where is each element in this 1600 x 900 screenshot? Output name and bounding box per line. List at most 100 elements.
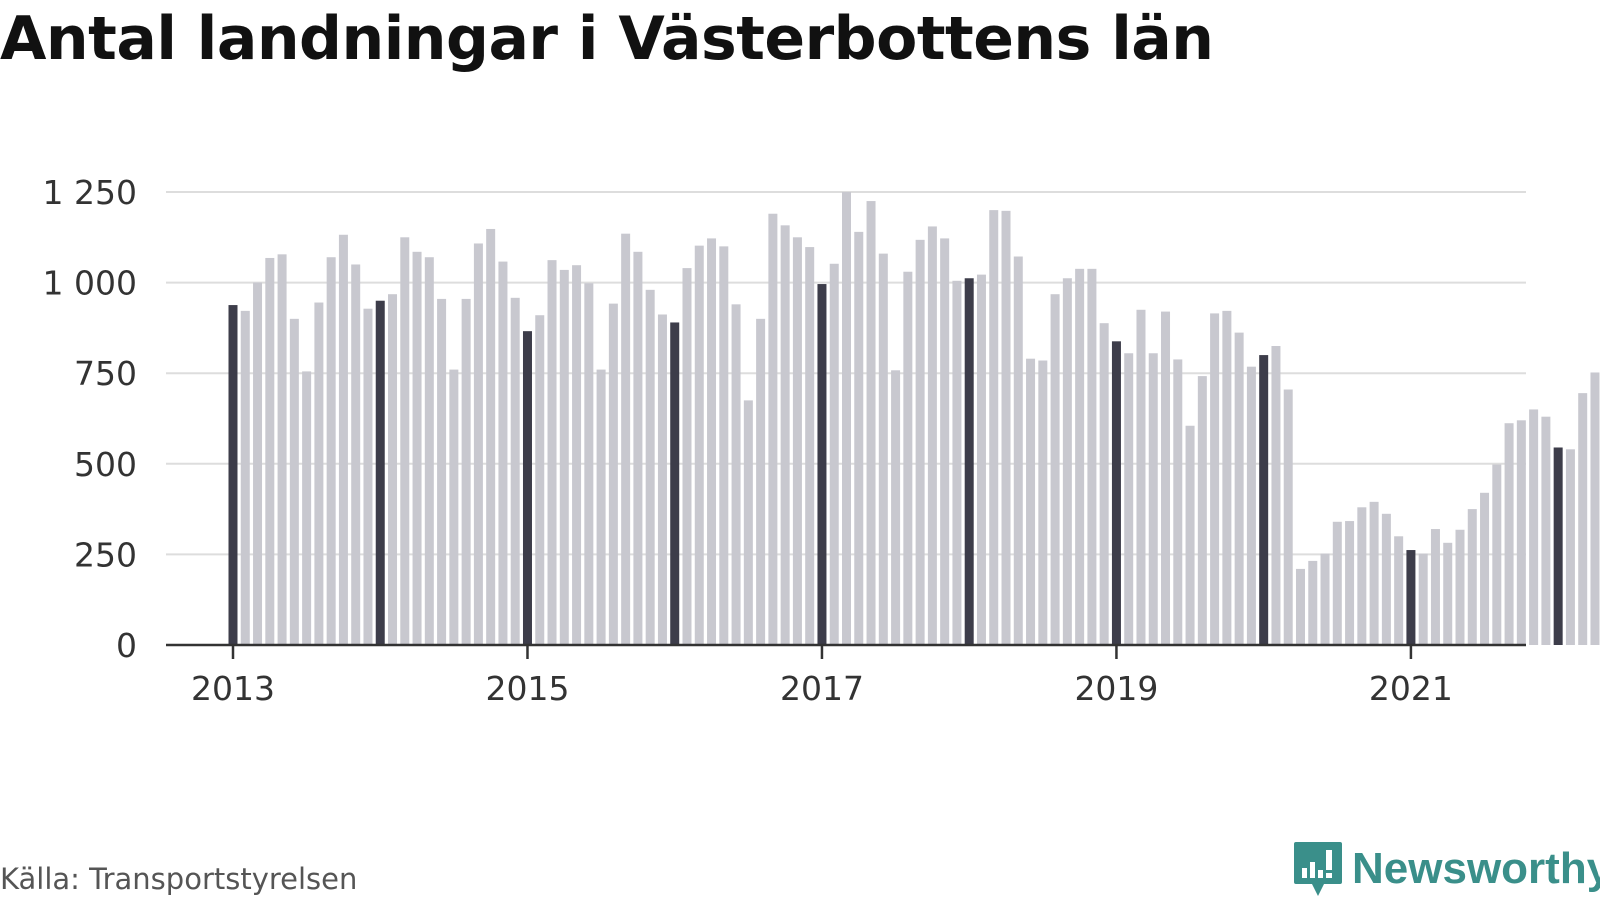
bar [854,231,864,646]
bar [400,237,410,646]
bar [351,264,361,645]
bar [878,253,888,646]
x-tick-label: 2013 [191,669,275,708]
y-tick-label: 1 000 [43,264,137,303]
bar [829,263,839,645]
bar [1148,353,1158,645]
bar [510,297,520,645]
bar [1332,521,1342,645]
bar [326,257,336,645]
bar [915,239,925,645]
bar [1197,376,1207,645]
bar [486,228,496,645]
bar [621,233,631,645]
bar [338,234,348,645]
bar [1467,509,1477,645]
bar [866,201,876,645]
bar [1590,372,1600,645]
bar [842,192,851,645]
newsworthy-logo-icon [1294,842,1342,896]
bar [645,289,655,645]
bar [1418,553,1428,645]
brand-name: Newsworthy [1352,844,1600,893]
bar [1516,420,1526,645]
bar [940,238,950,645]
bar [559,269,569,645]
source-note: Källa: Transportstyrelsen [0,862,358,896]
bar [633,251,643,646]
bar [1038,360,1048,645]
bar-january [817,284,827,645]
bar [1541,416,1551,645]
bar [1381,513,1391,645]
bar [989,210,999,645]
bar [265,257,275,645]
bar [927,226,937,645]
bar [707,238,717,645]
bar [572,265,582,645]
bar-january [228,305,238,645]
bar [302,371,312,645]
y-tick-label: 1 250 [43,173,137,212]
bar [792,237,802,646]
bar [547,260,557,645]
bar [1013,256,1023,645]
bar [1369,501,1379,645]
x-tick-label: 2019 [1074,669,1158,708]
bar [1480,492,1490,645]
bar [1492,464,1502,645]
bar [1357,507,1367,645]
bar [1271,346,1281,645]
bar [1246,366,1256,645]
bar-january [522,331,532,645]
bar [1394,536,1404,645]
x-tick-label: 2017 [780,669,864,708]
bar [277,254,287,645]
x-tick-label: 2015 [485,669,569,708]
bar [1443,542,1453,645]
bar [805,247,815,645]
bar-january [375,300,385,645]
bar [1283,389,1293,645]
bar [240,310,250,645]
y-tick-label: 250 [74,535,137,574]
bar [719,246,729,646]
bar [1099,323,1109,645]
bar [1430,529,1440,645]
brand-logo[interactable]: Newsworthy [1292,840,1600,898]
bar [1504,423,1514,645]
bar [682,268,692,645]
bar [608,303,618,645]
bar [1222,310,1232,645]
bar [1345,521,1355,645]
bar [731,304,741,645]
bar [780,225,790,645]
bar [388,294,398,645]
bar [694,245,704,645]
y-axis-labels: 0 250 500 750 1 000 1 250 [43,173,137,665]
bar [473,243,483,645]
bar [1320,553,1330,645]
bar [1075,268,1085,645]
y-tick-label: 750 [74,354,137,393]
bar [498,261,508,645]
bar [768,213,778,646]
bar-january [1553,447,1563,645]
bar [1185,425,1195,645]
bar [1529,409,1539,645]
bar [976,274,986,645]
bar [1295,568,1305,645]
bar [952,280,962,645]
bar [1050,294,1060,645]
bar [1210,313,1220,645]
x-tick-label: 2021 [1369,669,1453,708]
bar-january [1111,341,1121,645]
bar [1578,393,1588,645]
y-tick-label: 500 [74,445,137,484]
bar [1124,353,1134,645]
bar [1308,560,1318,645]
bar [289,318,299,645]
bar [596,369,606,645]
bar [1455,529,1465,645]
